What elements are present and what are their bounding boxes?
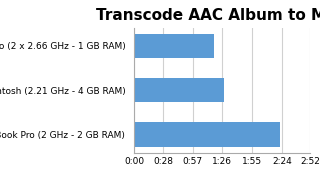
Title: Transcode AAC Album to MP3: Transcode AAC Album to MP3 — [96, 8, 320, 23]
Bar — [134, 33, 214, 58]
Bar — [134, 122, 280, 147]
Bar — [134, 78, 224, 102]
